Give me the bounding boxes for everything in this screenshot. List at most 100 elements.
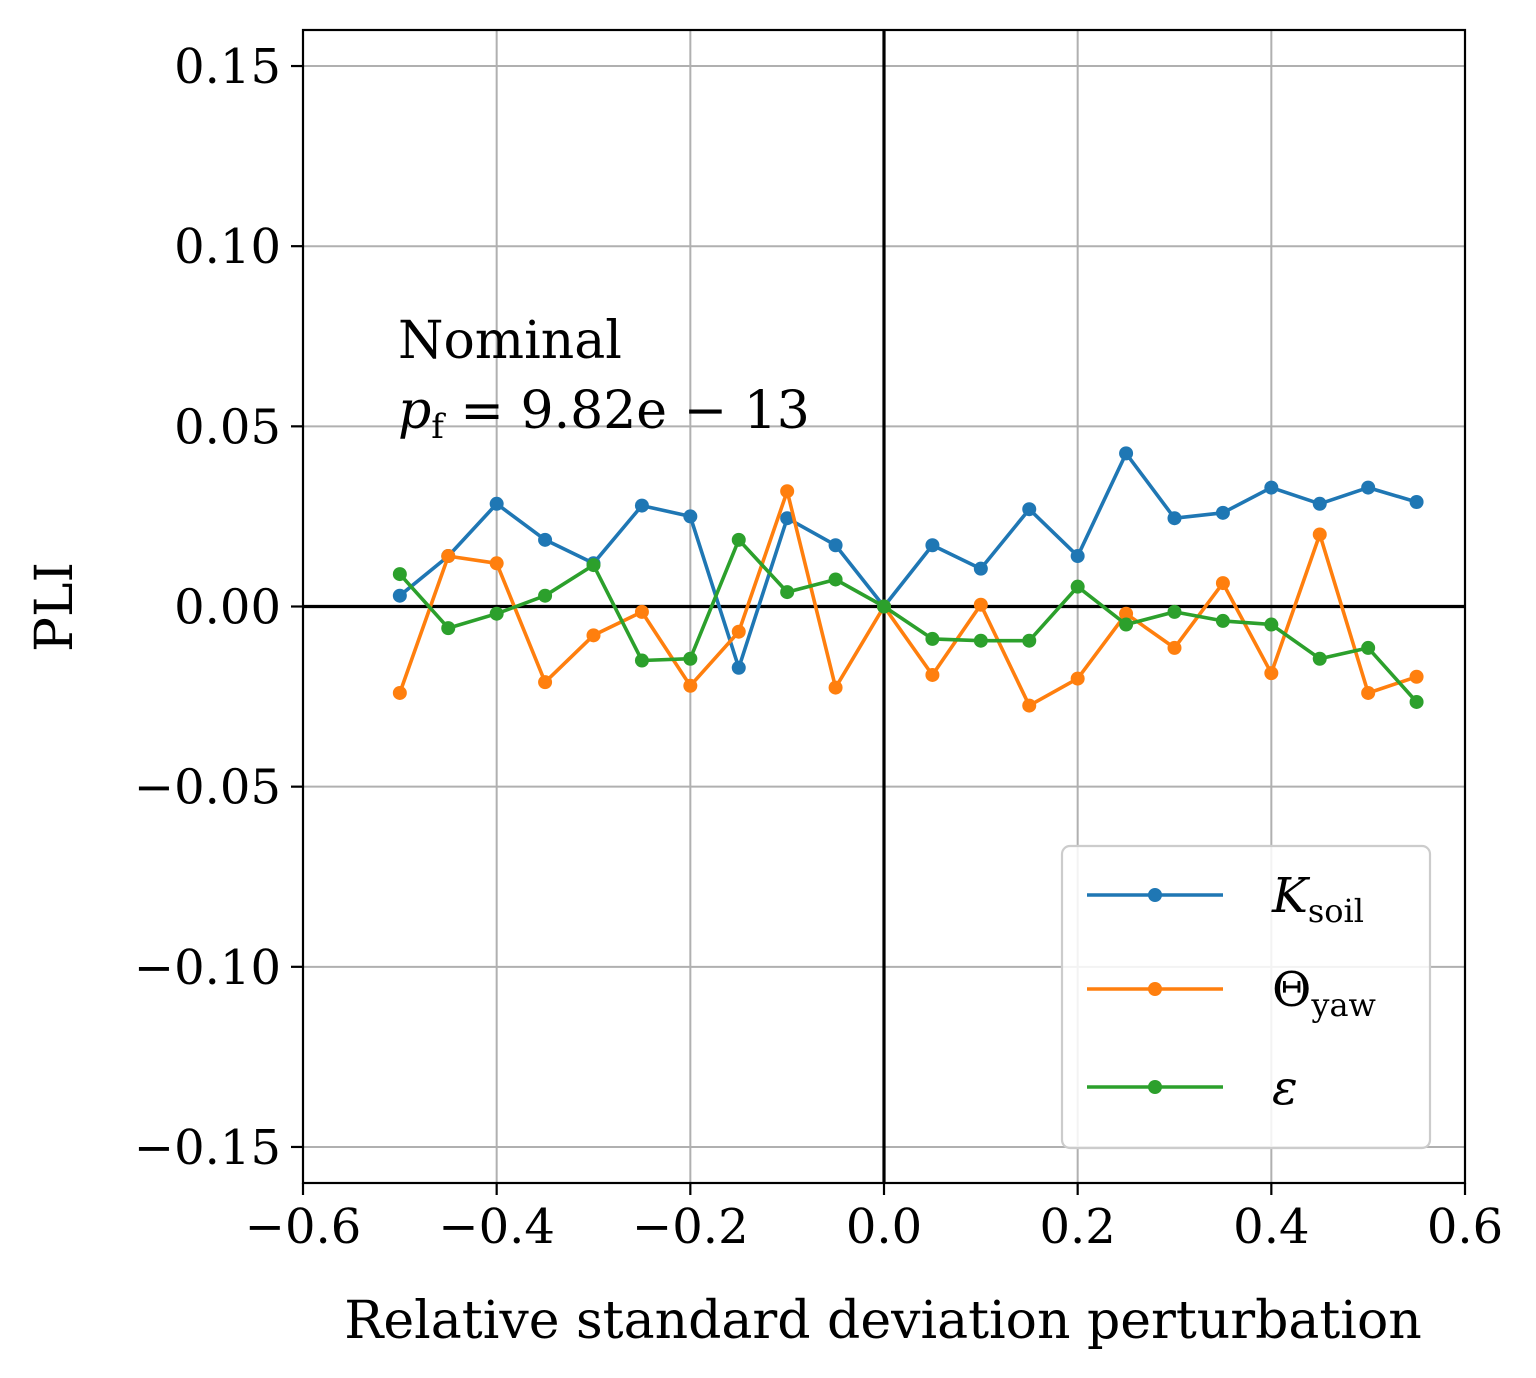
y-tick-label: −0.10 [134,940,281,996]
data-point [1070,671,1085,686]
data-point [973,597,988,612]
data-point [828,680,843,695]
legend-swatch-marker [1148,1080,1162,1094]
data-point [973,561,988,576]
y-tick-label: −0.05 [134,760,281,816]
data-point [634,653,649,668]
data-point [1119,606,1134,621]
data-point [489,606,504,621]
series-line [398,451,1418,670]
legend-label-subscript: yaw [1310,986,1376,1024]
data-point [925,538,940,553]
data-point [1167,511,1182,526]
data-point [731,624,746,639]
data-point [1312,651,1327,666]
data-point [1167,640,1182,655]
data-point [538,588,553,603]
x-tick-label: 0.4 [1233,1199,1309,1255]
legend-swatch-marker [1148,982,1162,996]
data-point [392,588,407,603]
data-point [586,628,601,643]
y-axis-label: PLI [25,562,85,652]
axis-ticks: −0.6 −0.4 −0.2 0.0 0.2 0.4 0.6 0.15 0.10 0.05 0.00… [134,39,1503,1255]
legend-label-subscript: soil [1308,892,1364,930]
legend-swatch-marker [1148,888,1162,902]
data-point [683,509,698,524]
series-line [398,537,1418,704]
data-point [1264,666,1279,681]
y-tick-label: 0.00 [174,580,281,636]
data-point [538,532,553,547]
y-tick-label: −0.15 [134,1120,281,1176]
x-tick-label: 0.6 [1427,1199,1503,1255]
x-tick-label: −0.4 [438,1199,555,1255]
data-point [877,599,891,614]
data-point [1361,640,1376,655]
data-point [731,660,746,675]
data-point [634,498,649,513]
data-point [1312,496,1327,511]
data-point [1022,633,1037,648]
x-tick-label: −0.6 [245,1199,362,1255]
y-tick-label: 0.05 [174,399,281,455]
legend-item-1: Θyaw [1087,962,1376,1024]
x-tick-label: 0.0 [846,1199,922,1255]
data-point [1361,480,1376,495]
data-point [925,667,940,682]
data-point [828,538,843,553]
data-point [489,496,504,511]
annotation-failure-probability: pf = 9.82e − 13 [398,381,810,447]
legend-item-2: ε [1087,1060,1298,1116]
data-point [1119,446,1134,461]
data-point [586,558,601,573]
data-point [1070,579,1085,594]
annotation-pf-subscript: f [431,407,446,447]
y-tick-label: 0.15 [174,39,281,95]
legend-label: Θyaw [1272,962,1376,1024]
data-point [1022,502,1037,517]
data-point [1409,694,1424,709]
data-point [925,631,940,646]
data-point [1215,576,1230,591]
x-tick-label: −0.2 [632,1199,749,1255]
data-point [1167,604,1182,619]
data-point [1361,685,1376,700]
data-point [1215,613,1230,628]
data-point [828,572,843,587]
data-point [1070,549,1085,564]
data-point [780,484,795,499]
data-point [538,675,553,690]
data-point [392,567,407,582]
data-point [973,633,988,648]
data-point [1119,617,1134,632]
data-point [1264,480,1279,495]
annotation-pf-value: = 9.82e − 13 [444,381,810,441]
data-point [1409,495,1424,510]
data-point [1409,669,1424,684]
data-point [1022,698,1037,713]
legend-label-symbol: Θ [1272,962,1311,1018]
data-point [683,678,698,693]
data-point [1215,505,1230,520]
legend-box [1060,844,1432,1150]
data-point [731,532,746,547]
annotation-pf-symbol: p [398,381,431,441]
data-point [441,621,456,636]
data-point [489,556,504,571]
x-tick-label: 0.2 [1039,1199,1115,1255]
data-point [780,511,795,526]
data-point [780,585,795,600]
legend-item-0: Ksoil [1087,868,1364,930]
annotation-nominal: Nominal [398,311,622,371]
data-point [1264,617,1279,632]
legend-label-symbol: ε [1272,1060,1298,1116]
y-tick-label: 0.10 [174,219,281,275]
data-point [1312,527,1327,542]
legend-label-symbol: K [1271,868,1311,924]
series-line [398,489,1418,708]
x-axis-label: Relative standard deviation perturbation [344,1291,1422,1351]
data-point [392,685,407,700]
data-point [441,549,456,564]
